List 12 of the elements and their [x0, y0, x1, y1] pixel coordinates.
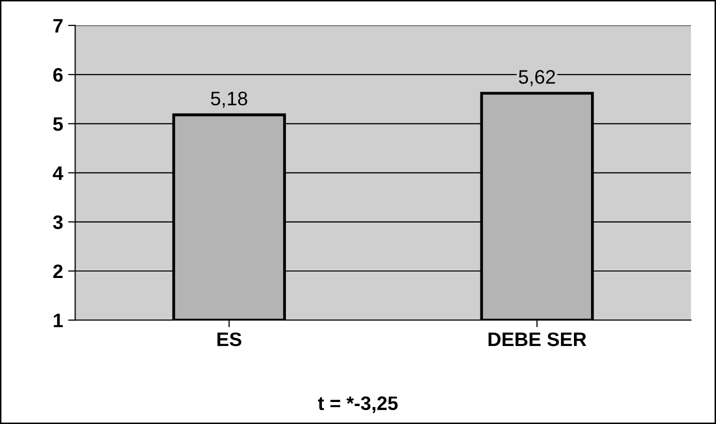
data-label: 5,18	[210, 92, 248, 108]
x-tick-label: ES	[217, 332, 242, 346]
text: t = *-3,25	[318, 396, 398, 413]
y-tick-label: 3	[53, 215, 63, 230]
y-tick-label: 2	[53, 264, 63, 278]
y-tick-label: 6	[53, 68, 63, 82]
y-tick-label: 7	[53, 19, 63, 32]
x-tick-label: DEBE SER	[488, 332, 586, 346]
y-tick-label: 5	[53, 117, 63, 131]
y-tick-label: 4	[52, 166, 64, 180]
y-tick-label: 1	[54, 314, 63, 328]
data-label: 5,62	[518, 70, 555, 86]
